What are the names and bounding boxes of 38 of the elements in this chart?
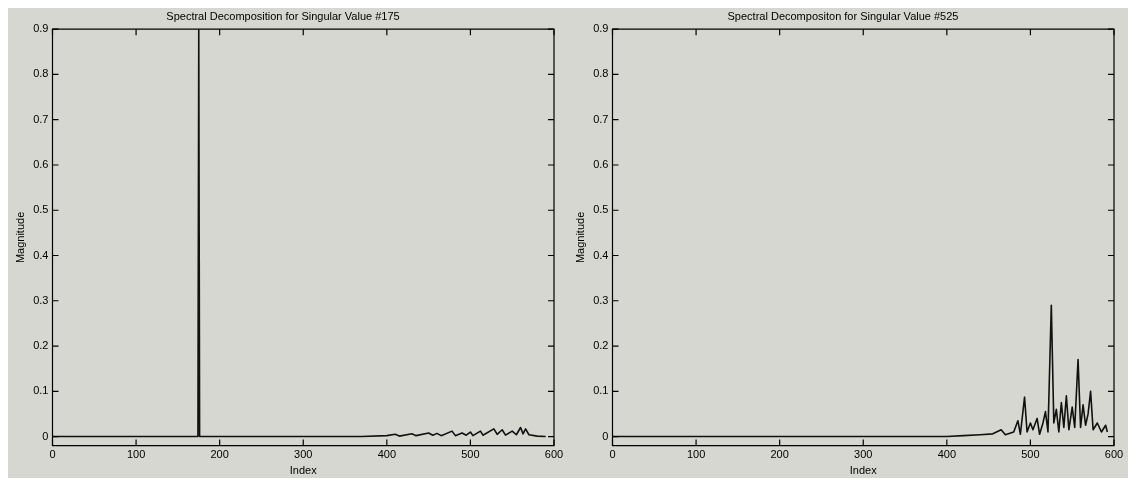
y-tick-label: 0 xyxy=(42,429,49,442)
y-tick-label: 0.2 xyxy=(33,339,49,352)
y-tick-label: 0.8 xyxy=(593,67,609,80)
y-tick-label: 0.4 xyxy=(33,248,49,261)
x-tick-label: 400 xyxy=(377,448,397,461)
y-tick-label: 0.7 xyxy=(33,112,49,125)
y-tick-label: 0.5 xyxy=(593,203,609,216)
x-tick-label: 500 xyxy=(461,448,480,461)
chart-title: Spectral Decomposition for Singular Value #175 xyxy=(166,9,400,22)
y-tick-label: 0 xyxy=(602,429,609,442)
y-tick-label: 0.1 xyxy=(33,384,49,397)
x-tick-label: 300 xyxy=(294,448,313,461)
y-tick-label: 0.8 xyxy=(33,67,49,80)
x-tick-label: 500 xyxy=(1021,448,1040,461)
y-tick-label: 0.9 xyxy=(33,22,49,35)
y-tick-label: 0.3 xyxy=(593,293,609,306)
y-tick-label: 0.5 xyxy=(33,203,49,216)
x-axis-title: Index xyxy=(289,464,318,477)
y-axis-title: Magnitude xyxy=(13,211,26,264)
y-tick-label: 0.6 xyxy=(33,158,49,171)
x-tick-label: 400 xyxy=(937,448,957,461)
y-tick-label: 0.9 xyxy=(593,22,609,35)
x-tick-label: 100 xyxy=(126,448,146,461)
y-tick-label: 0.4 xyxy=(593,248,609,261)
y-tick-label: 0.3 xyxy=(33,293,49,306)
x-tick-label: 600 xyxy=(544,448,564,461)
y-tick-label: 0.2 xyxy=(593,339,609,352)
x-tick-label: 600 xyxy=(1104,448,1124,461)
x-tick-label: 100 xyxy=(686,448,706,461)
chart-title: Spectral Decompositon for Singular Value #525 xyxy=(727,9,959,22)
x-axis-title: Index xyxy=(849,464,878,477)
x-tick-label: 300 xyxy=(854,448,873,461)
y-axis-title: Magnitude xyxy=(573,211,586,264)
y-tick-label: 0.1 xyxy=(593,384,609,397)
x-tick-label: 200 xyxy=(770,448,789,461)
y-tick-label: 0.7 xyxy=(593,112,609,125)
y-tick-label: 0.6 xyxy=(593,158,609,171)
x-tick-label: 200 xyxy=(210,448,229,461)
